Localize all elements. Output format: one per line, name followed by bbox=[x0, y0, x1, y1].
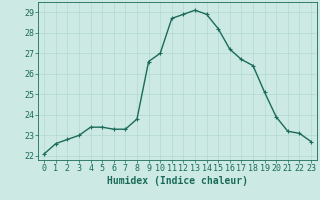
X-axis label: Humidex (Indice chaleur): Humidex (Indice chaleur) bbox=[107, 176, 248, 186]
